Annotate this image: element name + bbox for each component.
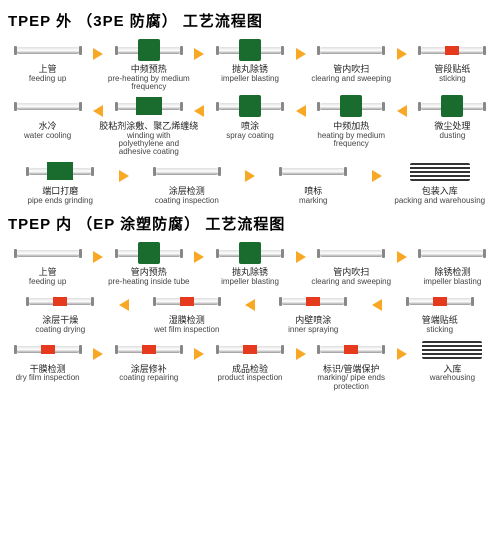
process-row: 干膜检测dry film inspection 涂层修补coating repai…	[6, 337, 494, 392]
step-label-en: sticking	[439, 75, 466, 83]
step-label-en: product inspection	[218, 374, 283, 382]
step-label-en: feeding up	[29, 278, 66, 286]
step-label-en: pre-heating by medium frequency	[107, 75, 190, 92]
step-label-en: winding with polyethylene and adhesive c…	[107, 132, 190, 157]
step-label-en: coating inspection	[155, 197, 219, 205]
process-step: 入库warehousing	[411, 337, 494, 383]
process-step: 微尘处理dusting	[411, 94, 494, 140]
process-step: 涂层检测coating inspection	[133, 159, 242, 205]
process-step: 抛丸除锈impeller blasting	[208, 240, 291, 286]
process-step: 喷涂spray coating	[208, 94, 291, 140]
step-label-en: feeding up	[29, 75, 66, 83]
step-label-en: dusting	[440, 132, 466, 140]
arrow-icon	[190, 98, 208, 124]
arrow-icon	[368, 163, 386, 189]
step-label-en: clearing and sweeping	[311, 278, 391, 286]
arrow-icon	[115, 292, 133, 318]
process-step: 除锈检测impeller blasting	[411, 240, 494, 286]
process-step: 内壁喷涂inner spraying	[259, 288, 368, 334]
process-step: 管端贴纸sticking	[386, 288, 495, 334]
process-step: 干膜检测dry film inspection	[6, 337, 89, 383]
process-step: 涂层修补coating repairing	[107, 337, 190, 383]
step-label-en: sticking	[426, 326, 453, 334]
step-label-en: wet film inspection	[154, 326, 219, 334]
process-step: 水冷water cooling	[6, 94, 89, 140]
arrow-icon	[89, 98, 107, 124]
step-label-en: marking	[299, 197, 327, 205]
step-label-en: packing and warehousing	[394, 197, 485, 205]
process-step: 胶粘剂涂敷、聚乙烯缠绕winding with polyethylene and…	[107, 94, 190, 157]
process-step: 包装入库packing and warehousing	[386, 159, 495, 205]
arrow-icon	[393, 341, 411, 367]
arrow-icon	[190, 244, 208, 270]
arrow-icon	[190, 341, 208, 367]
step-label-en: coating repairing	[119, 374, 178, 382]
process-step: 成品检验product inspection	[208, 337, 291, 383]
step-label-en: water cooling	[24, 132, 71, 140]
arrow-icon	[115, 163, 133, 189]
process-step: 管段贴纸sticking	[411, 37, 494, 83]
arrow-icon	[292, 244, 310, 270]
step-label-en: inner spraying	[288, 326, 338, 334]
arrow-icon	[190, 41, 208, 67]
section-2-rows: 上管feeding up 管内预热pre-heating inside tube 抛…	[6, 240, 494, 391]
arrow-icon	[393, 244, 411, 270]
section-1-title: TPEP 外 （3PE 防腐） 工艺流程图	[8, 10, 494, 31]
step-label-en: spray coating	[226, 132, 274, 140]
process-step: 湿膜检测wet film inspection	[133, 288, 242, 334]
step-label-en: impeller blasting	[221, 75, 279, 83]
arrow-icon	[292, 98, 310, 124]
arrow-icon	[89, 41, 107, 67]
step-label-en: warehousing	[430, 374, 475, 382]
arrow-icon	[89, 244, 107, 270]
process-step: 标识/管端保护marking/ pipe ends protection	[310, 337, 393, 392]
section-1-rows: 上管feeding up 中频预热pre-heating by medium fr…	[6, 37, 494, 205]
step-label-en: marking/ pipe ends protection	[310, 374, 393, 391]
arrow-icon	[393, 41, 411, 67]
process-step: 中频加热heating by medium frequency	[310, 94, 393, 149]
arrow-icon	[241, 163, 259, 189]
arrow-icon	[368, 292, 386, 318]
step-label-en: impeller blasting	[221, 278, 279, 286]
step-label-en: dry film inspection	[16, 374, 80, 382]
arrow-icon	[292, 41, 310, 67]
step-label-en: pipe ends grinding	[28, 197, 93, 205]
process-step: 涂层干燥coating drying	[6, 288, 115, 334]
process-row: 涂层干燥coating drying 湿膜检测wet film inspectio…	[6, 288, 494, 334]
section-1: TPEP 外 （3PE 防腐） 工艺流程图 上管feeding up 中频预热pr…	[6, 10, 494, 205]
process-step: 抛丸除锈impeller blasting	[208, 37, 291, 83]
step-label-en: clearing and sweeping	[311, 75, 391, 83]
section-2: TPEP 内 （EP 涂塑防腐） 工艺流程图 上管feeding up 管内预热p…	[6, 213, 494, 391]
process-row: 上管feeding up 管内预热pre-heating inside tube 抛…	[6, 240, 494, 286]
process-step: 喷标marking	[259, 159, 368, 205]
process-row: 端口打磨pipe ends grinding 涂层检测coating inspec…	[6, 159, 494, 205]
process-row: 上管feeding up 中频预热pre-heating by medium fr…	[6, 37, 494, 92]
process-step: 上管feeding up	[6, 37, 89, 83]
arrow-icon	[241, 292, 259, 318]
section-2-title: TPEP 内 （EP 涂塑防腐） 工艺流程图	[8, 213, 494, 234]
process-row: 水冷water cooling 胶粘剂涂敷、聚乙烯缠绕winding with p…	[6, 94, 494, 157]
process-step: 管内吹扫clearing and sweeping	[310, 240, 393, 286]
step-label-en: heating by medium frequency	[310, 132, 393, 149]
step-label-en: coating drying	[35, 326, 85, 334]
step-label-en: impeller blasting	[424, 278, 482, 286]
process-step: 管内吹扫clearing and sweeping	[310, 37, 393, 83]
process-step: 中频预热pre-heating by medium frequency	[107, 37, 190, 92]
arrow-icon	[393, 98, 411, 124]
arrow-icon	[89, 341, 107, 367]
step-label-en: pre-heating inside tube	[108, 278, 189, 286]
process-step: 上管feeding up	[6, 240, 89, 286]
process-step: 管内预热pre-heating inside tube	[107, 240, 190, 286]
process-step: 端口打磨pipe ends grinding	[6, 159, 115, 205]
arrow-icon	[292, 341, 310, 367]
